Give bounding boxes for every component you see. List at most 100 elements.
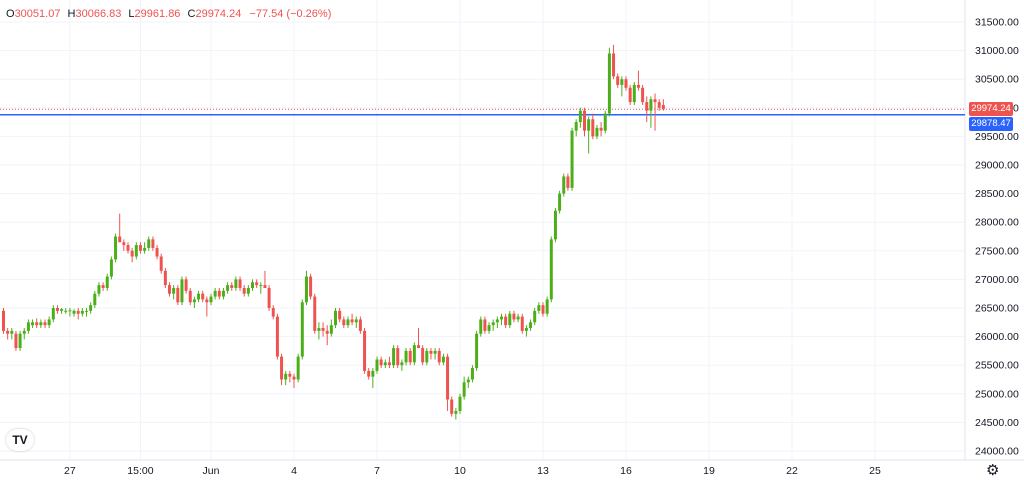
- candle: [230, 282, 234, 291]
- candle: [450, 396, 454, 417]
- y-tick-label: 27500.00: [975, 245, 1019, 257]
- candle-body: [454, 410, 458, 414]
- candle: [354, 316, 358, 329]
- candle: [271, 305, 275, 320]
- candle-body: [641, 87, 645, 103]
- candle: [379, 356, 383, 369]
- candle: [201, 290, 205, 303]
- candle-body: [114, 236, 118, 260]
- candle-body: [122, 242, 126, 246]
- candle: [64, 308, 68, 314]
- candle-body: [466, 379, 470, 383]
- candle: [387, 356, 391, 369]
- candle-body: [446, 356, 450, 400]
- candle: [234, 276, 238, 291]
- candle: [479, 316, 483, 337]
- candle-body: [595, 127, 599, 137]
- price-axis[interactable]: 31500.0031000.0030500.0030000.0029500.00…: [975, 17, 1019, 458]
- candle-body: [213, 290, 217, 297]
- candles: [2, 44, 665, 420]
- candle: [155, 245, 159, 260]
- candle-body: [309, 276, 313, 297]
- candle-body: [616, 76, 620, 85]
- candle: [628, 84, 632, 105]
- candle-body: [230, 285, 234, 288]
- candle-body: [317, 328, 321, 331]
- y-tick-label: 29000.00: [975, 160, 1019, 172]
- candle-body: [26, 322, 30, 331]
- candle-body: [620, 79, 624, 85]
- candle-body: [549, 239, 553, 300]
- candle: [22, 328, 26, 340]
- candle: [280, 353, 284, 386]
- candle: [396, 345, 400, 369]
- candle: [367, 368, 371, 380]
- candle: [433, 348, 437, 360]
- candle: [130, 247, 134, 263]
- x-tick-label: 15:00: [127, 465, 153, 477]
- candle-body: [404, 350, 408, 363]
- candle-body: [500, 316, 503, 320]
- time-axis[interactable]: 27 15:00 Jun 4 7 10 13 16 19 22 25: [64, 465, 881, 477]
- candle: [259, 282, 263, 294]
- horizontal-line-price-tag[interactable]: 29878.47: [969, 117, 1013, 131]
- candle: [487, 322, 491, 334]
- candle: [350, 313, 354, 326]
- candle-body: [85, 310, 88, 312]
- candle: [105, 273, 109, 291]
- candle-body: [387, 362, 391, 366]
- candle: [275, 313, 279, 360]
- candle: [304, 270, 308, 306]
- candle: [570, 127, 574, 191]
- candle: [636, 70, 640, 91]
- x-tick-label: Jun: [203, 465, 220, 477]
- candle-body: [574, 122, 578, 131]
- candle-body: [553, 210, 557, 240]
- tradingview-logo[interactable]: TV: [6, 429, 34, 451]
- candle-body: [358, 319, 362, 331]
- candle: [500, 313, 503, 326]
- x-tick-label: 10: [454, 465, 466, 477]
- candle-body: [221, 290, 225, 297]
- candle: [383, 359, 387, 369]
- candle: [51, 305, 55, 323]
- candle-body: [217, 290, 221, 297]
- x-tick-label: 7: [374, 465, 380, 477]
- candle-body: [470, 368, 474, 380]
- candle-body: [612, 53, 616, 77]
- candle-body: [512, 313, 516, 320]
- candle-body: [541, 305, 545, 314]
- candle: [6, 328, 10, 340]
- x-tick-label: 4: [291, 465, 297, 477]
- candle-body: [603, 113, 607, 131]
- candle: [76, 308, 80, 320]
- candle-body: [280, 356, 284, 380]
- candle: [462, 376, 466, 400]
- candle-body: [325, 330, 329, 334]
- low-value: 29961.86: [134, 8, 181, 20]
- candle-body: [587, 119, 591, 131]
- gear-icon[interactable]: ⚙: [986, 462, 1000, 479]
- candle-body: [176, 287, 180, 303]
- candle: [541, 302, 545, 317]
- candle-body: [180, 279, 184, 303]
- candle-body: [205, 299, 209, 303]
- candle-body: [524, 328, 528, 331]
- candle-body: [383, 362, 387, 366]
- chart-grid: [0, 0, 1024, 461]
- candle-body: [329, 325, 333, 334]
- candle: [122, 239, 126, 251]
- candle-body: [458, 396, 462, 411]
- candle: [603, 110, 607, 134]
- candle: [172, 285, 176, 300]
- low-label: L: [128, 8, 135, 20]
- candle: [60, 308, 64, 314]
- change-value: −77.54 (−0.26%): [249, 8, 332, 20]
- candle: [549, 236, 553, 303]
- candle: [437, 348, 441, 366]
- candle: [118, 213, 122, 243]
- candle-body: [583, 110, 586, 131]
- candle-body: [159, 256, 163, 271]
- candle: [346, 316, 350, 329]
